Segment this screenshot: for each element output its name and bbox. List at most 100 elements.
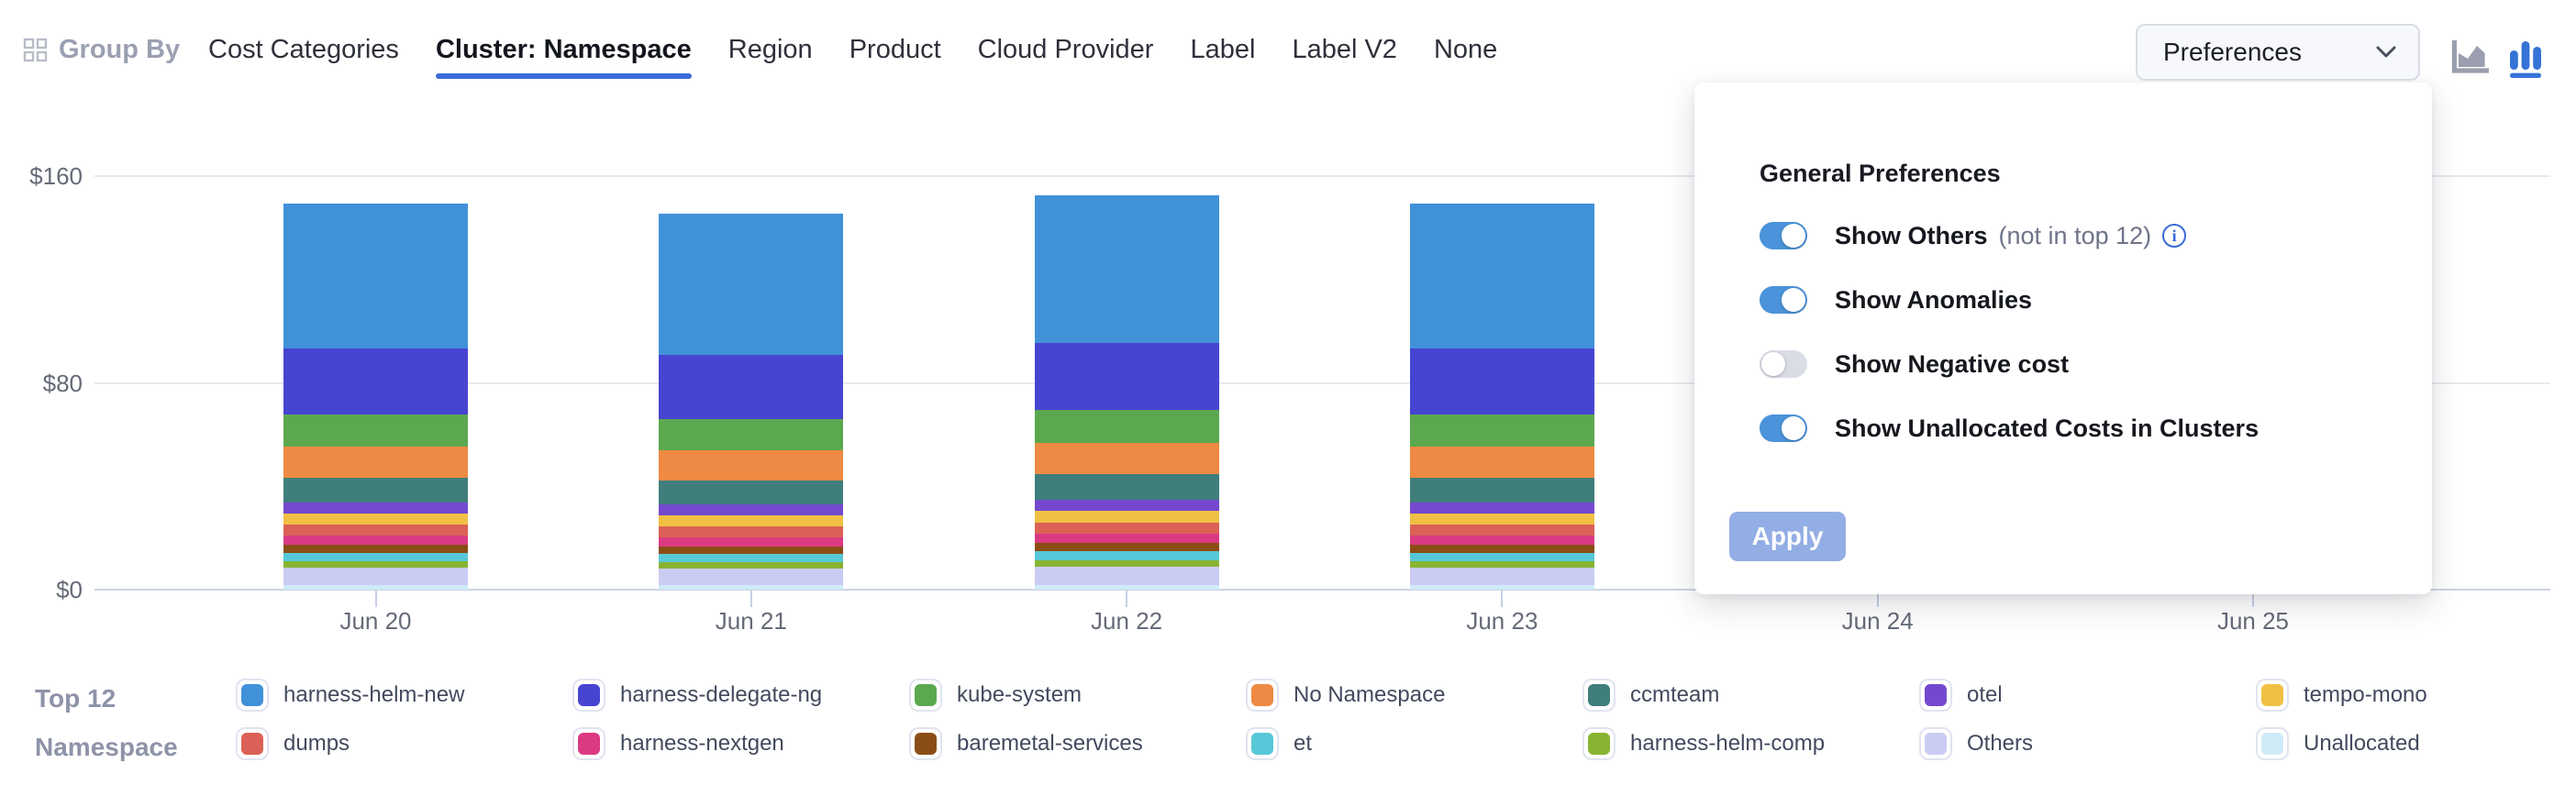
bar-jun-21[interactable] [659, 214, 844, 590]
bar-segment-baremetal-services[interactable] [283, 544, 468, 553]
tab-cost-categories[interactable]: Cost Categories [208, 7, 399, 92]
bar-segment-no-namespace[interactable] [1409, 446, 1594, 478]
bar-segment-harness-delegate-ng[interactable] [659, 354, 844, 420]
bar-segment-dumps[interactable] [659, 526, 844, 537]
bar-segment-harness-helm-comp[interactable] [283, 560, 468, 568]
legend-item-harness-delegate-ng[interactable]: harness-delegate-ng [572, 670, 909, 719]
bar-segment-ccmteam[interactable] [659, 481, 844, 505]
legend-item-tempo-mono[interactable]: tempo-mono [2256, 670, 2576, 719]
bar-segment-et[interactable] [1034, 551, 1219, 560]
tab-none[interactable]: None [1434, 7, 1497, 92]
bar-segment-baremetal-services[interactable] [1409, 544, 1594, 553]
toggle-show-anomalies[interactable] [1760, 286, 1807, 314]
legend-swatch [915, 683, 937, 706]
bar-segment-no-namespace[interactable] [283, 446, 468, 478]
bar-segment-harness-helm-comp[interactable] [659, 562, 844, 569]
area-chart-view-button[interactable] [2448, 33, 2493, 81]
gridline-80 [94, 381, 2550, 384]
bar-segment-unallocated[interactable] [1409, 584, 1594, 590]
bar-segment-kube-system[interactable] [1409, 414, 1594, 447]
bar-segment-harness-nextgen[interactable] [1409, 536, 1594, 545]
tab-region[interactable]: Region [728, 7, 813, 92]
bar-segment-unallocated[interactable] [659, 585, 844, 590]
bar-segment-et[interactable] [283, 552, 468, 561]
bar-segment-tempo-mono[interactable] [1034, 511, 1219, 523]
bar-segment-tempo-mono[interactable] [659, 515, 844, 527]
tab-label-v2[interactable]: Label V2 [1292, 7, 1397, 92]
bar-segment-no-namespace[interactable] [1034, 442, 1219, 475]
bar-segment-unallocated[interactable] [1034, 584, 1219, 590]
bar-segment-harness-delegate-ng[interactable] [283, 348, 468, 415]
bar-segment-others[interactable] [659, 568, 844, 586]
bar-segment-baremetal-services[interactable] [659, 546, 844, 555]
bar-segment-harness-helm-new[interactable] [283, 203, 468, 348]
legend-swatch-box [572, 726, 605, 760]
x-axis-label: Jun 21 [715, 607, 787, 635]
bar-segment-ccmteam[interactable] [1409, 477, 1594, 503]
toggle-show-unallocated-costs-in-clusters[interactable] [1760, 415, 1807, 442]
preferences-dropdown-button[interactable]: Preferences [2136, 24, 2420, 81]
bar-segment-dumps[interactable] [1034, 522, 1219, 535]
bar-segment-ccmteam[interactable] [283, 477, 468, 503]
bar-segment-harness-delegate-ng[interactable] [1409, 348, 1594, 415]
bar-segment-harness-helm-new[interactable] [1409, 204, 1594, 348]
preferences-panel-title: General Preferences [1760, 160, 2001, 187]
apply-button[interactable]: Apply [1729, 512, 1846, 561]
bar-segment-otel[interactable] [659, 504, 844, 516]
legend-item-harness-nextgen[interactable]: harness-nextgen [572, 719, 909, 768]
legend-item-ccmteam[interactable]: ccmteam [1582, 670, 1919, 719]
bar-segment-baremetal-services[interactable] [1034, 543, 1219, 552]
info-icon[interactable]: i [2162, 224, 2187, 248]
bar-segment-others[interactable] [1034, 567, 1219, 585]
bar-segment-et[interactable] [659, 554, 844, 563]
bar-segment-et[interactable] [1409, 552, 1594, 561]
legend-item-baremetal-services[interactable]: baremetal-services [909, 719, 1246, 768]
legend-item-otel[interactable]: otel [1919, 670, 2256, 719]
bar-segment-kube-system[interactable] [659, 419, 844, 451]
bar-segment-no-namespace[interactable] [659, 450, 844, 481]
bar-chart-view-button[interactable] [2503, 33, 2548, 81]
bar-segment-harness-helm-new[interactable] [659, 214, 844, 355]
preference-row-show-negative-cost: Show Negative cost [1760, 332, 2395, 396]
legend-item-harness-helm-new[interactable]: harness-helm-new [236, 670, 572, 719]
bar-segment-harness-helm-comp[interactable] [1034, 559, 1219, 568]
bar-segment-otel[interactable] [1409, 502, 1594, 514]
preferences-panel: General Preferences Show Others (not in t… [1694, 83, 2432, 594]
legend-item-unallocated[interactable]: Unallocated [2256, 719, 2576, 768]
tab-cluster-namespace[interactable]: Cluster: Namespace [435, 7, 692, 92]
bar-segment-harness-nextgen[interactable] [659, 536, 844, 547]
bar-segment-unallocated[interactable] [283, 584, 468, 590]
bar-segment-dumps[interactable] [283, 524, 468, 536]
bar-segment-others[interactable] [1409, 567, 1594, 585]
legend-item-no-namespace[interactable]: No Namespace [1246, 670, 1582, 719]
legend-item-others[interactable]: Others [1919, 719, 2256, 768]
bar-jun-22[interactable] [1034, 195, 1219, 590]
bar-segment-harness-nextgen[interactable] [283, 536, 468, 545]
tab-cloud-provider[interactable]: Cloud Provider [978, 7, 1154, 92]
bar-segment-otel[interactable] [1034, 499, 1219, 512]
bar-segment-harness-nextgen[interactable] [1034, 534, 1219, 544]
legend-swatch [1925, 732, 1947, 755]
bar-segment-others[interactable] [283, 567, 468, 585]
legend-item-dumps[interactable]: dumps [236, 719, 572, 768]
bar-jun-20[interactable] [283, 203, 468, 590]
bar-segment-tempo-mono[interactable] [283, 513, 468, 525]
legend-item-harness-helm-comp[interactable]: harness-helm-comp [1582, 719, 1919, 768]
bar-segment-harness-delegate-ng[interactable] [1034, 342, 1219, 411]
bar-segment-ccmteam[interactable] [1034, 474, 1219, 500]
legend-item-et[interactable]: et [1246, 719, 1582, 768]
bar-segment-harness-helm-new[interactable] [1034, 195, 1219, 343]
toggle-show-others[interactable] [1760, 222, 1807, 249]
toggle-show-negative-cost[interactable] [1760, 350, 1807, 378]
bar-segment-harness-helm-comp[interactable] [1409, 560, 1594, 568]
bar-segment-tempo-mono[interactable] [1409, 513, 1594, 525]
active-tab-underline [435, 73, 692, 79]
tab-product[interactable]: Product [849, 7, 941, 92]
bar-segment-dumps[interactable] [1409, 524, 1594, 536]
bar-jun-23[interactable] [1409, 204, 1594, 590]
bar-segment-kube-system[interactable] [1034, 410, 1219, 443]
bar-segment-otel[interactable] [283, 502, 468, 514]
bar-segment-kube-system[interactable] [283, 414, 468, 447]
legend-item-kube-system[interactable]: kube-system [909, 670, 1246, 719]
tab-label[interactable]: Label [1190, 7, 1255, 92]
